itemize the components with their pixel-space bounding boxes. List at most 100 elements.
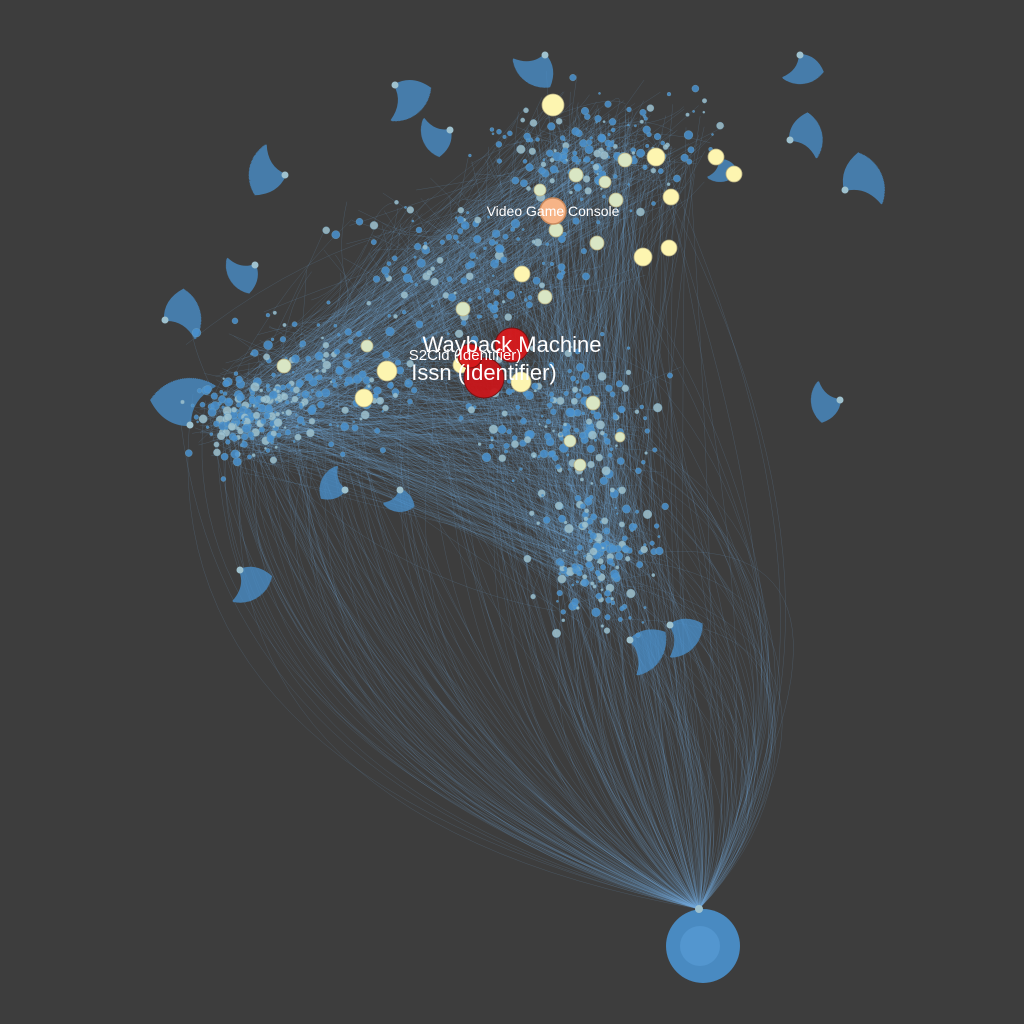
graph-node — [430, 266, 435, 272]
graph-node — [219, 389, 224, 394]
graph-node — [545, 242, 550, 246]
graph-node — [617, 405, 626, 414]
graph-node — [467, 260, 475, 269]
graph-node — [579, 503, 586, 509]
graph-node — [421, 337, 428, 344]
graph-node — [585, 496, 592, 503]
graph-node — [470, 335, 479, 344]
graph-node — [328, 423, 332, 427]
graph-node — [657, 535, 661, 538]
graph-node — [355, 217, 364, 226]
graph-node — [582, 272, 590, 281]
graph-node — [504, 313, 513, 321]
graph-node — [616, 512, 619, 515]
graph-node — [585, 554, 593, 562]
graph-node — [640, 545, 648, 554]
graph-node — [667, 372, 673, 379]
graph-node — [333, 323, 338, 328]
graph-node — [271, 372, 276, 378]
graph-node — [614, 506, 618, 510]
graph-node — [387, 382, 394, 389]
graph-node — [589, 567, 593, 572]
graph-node — [216, 431, 226, 441]
graph-node — [343, 381, 349, 387]
leaf-cluster-hub — [446, 126, 454, 134]
graph-node — [488, 424, 499, 434]
graph-node — [305, 359, 309, 362]
graph-node — [503, 442, 510, 449]
graph-node — [227, 422, 236, 431]
graph-node — [588, 430, 598, 440]
graph-node — [589, 538, 594, 543]
graph-node — [603, 627, 611, 634]
leaf-cluster — [319, 465, 349, 500]
graph-node — [296, 416, 305, 424]
graph-node — [596, 220, 601, 225]
graph-node — [423, 241, 428, 246]
graph-node — [555, 118, 563, 125]
graph-node — [511, 479, 515, 483]
graph-node — [446, 276, 453, 282]
graph-node — [547, 122, 556, 131]
graph-node — [527, 295, 533, 300]
graph-node — [283, 426, 287, 429]
graph-node — [653, 523, 660, 529]
graph-node — [292, 386, 300, 394]
graph-node — [621, 545, 630, 553]
graph-node — [457, 206, 465, 214]
graph-node — [636, 148, 645, 158]
graph-node — [592, 584, 597, 589]
graph-node — [529, 345, 535, 352]
graph-node — [366, 300, 372, 306]
graph-node — [559, 432, 563, 436]
graph-node — [592, 163, 600, 171]
graph-node-important — [563, 434, 577, 448]
graph-node — [465, 272, 474, 281]
graph-node — [247, 454, 252, 460]
graph-node — [525, 163, 534, 172]
graph-node — [282, 323, 287, 328]
graph-node — [284, 429, 291, 436]
graph-node — [558, 514, 566, 523]
graph-node — [576, 570, 583, 577]
graph-node — [540, 161, 547, 168]
graph-node — [574, 427, 580, 433]
graph-node — [294, 413, 298, 416]
graph-node-important — [589, 235, 605, 251]
graph-node — [386, 261, 392, 266]
graph-node — [340, 451, 346, 457]
graph-node-important — [725, 165, 743, 183]
edge-bundle-to-hub — [180, 91, 794, 910]
graph-node — [519, 467, 523, 471]
graph-node — [258, 426, 265, 433]
leaf-cluster-edges — [383, 488, 415, 513]
graph-node — [579, 197, 584, 201]
graph-node — [264, 446, 267, 450]
graph-node — [596, 172, 599, 176]
graph-node — [263, 412, 271, 420]
graph-node — [222, 377, 225, 380]
graph-node — [196, 420, 199, 424]
graph-node — [223, 413, 233, 422]
graph-node — [576, 544, 583, 551]
graph-node — [328, 441, 334, 448]
graph-node — [641, 460, 646, 465]
graph-node — [291, 370, 295, 374]
node-bottom-hub-core — [680, 926, 720, 966]
label-s2cid-identifier: S2Cid (Identifier) — [409, 347, 522, 364]
graph-node — [563, 422, 568, 427]
graph-node — [317, 355, 323, 360]
graph-node — [549, 178, 555, 184]
graph-node — [686, 158, 693, 165]
graph-node — [488, 239, 496, 246]
graph-node — [322, 341, 330, 349]
leaf-cluster — [626, 629, 667, 676]
graph-node — [493, 289, 500, 296]
graph-node — [234, 421, 238, 424]
graph-node — [507, 130, 513, 137]
graph-node — [579, 431, 587, 440]
graph-node — [469, 252, 477, 259]
graph-node — [609, 391, 616, 398]
graph-node-important — [598, 175, 612, 189]
graph-node — [207, 407, 217, 417]
